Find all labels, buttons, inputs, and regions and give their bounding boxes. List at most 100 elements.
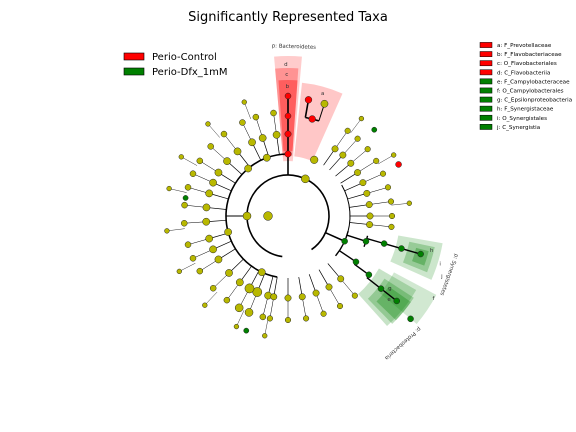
node-inner — [223, 157, 231, 165]
taxa-label-b: b: F_Flavobacteriaceae — [497, 52, 562, 58]
tree-branch — [346, 234, 367, 243]
taxa-swatch-h — [479, 105, 493, 112]
node-tip — [241, 99, 247, 105]
node-inner — [214, 168, 223, 177]
wedge-letter-h: h — [430, 248, 434, 254]
tree-branch — [377, 154, 394, 165]
wedge-proteobacteria — [379, 272, 437, 324]
taxa-label-a: a: F_Prevotellaceae — [497, 43, 552, 49]
taxa-swatch-i — [479, 114, 493, 121]
node-tip — [364, 146, 371, 153]
taxa-label-c: c: O_Flavobacteriales — [497, 61, 557, 67]
taxa-swatch-e — [479, 78, 493, 85]
node-inner — [209, 245, 217, 254]
node-branch — [310, 155, 319, 164]
node-branch — [257, 268, 266, 277]
node-tip — [388, 223, 395, 230]
node-tip — [178, 154, 184, 160]
node-tip — [388, 212, 396, 220]
tree-branch — [391, 203, 410, 206]
tree-branch — [264, 318, 269, 336]
tree-arc — [246, 174, 330, 258]
node-tip — [181, 201, 188, 209]
node-inner — [331, 145, 339, 153]
node-tip — [189, 255, 197, 262]
node-tip — [196, 157, 204, 165]
node-prevotellaceae — [308, 115, 316, 123]
node-flavobacteriia — [284, 150, 292, 158]
node-tip — [379, 170, 387, 177]
wedge-flavobacteriales — [275, 68, 299, 157]
node-tip — [320, 310, 327, 317]
node-inner — [244, 283, 255, 294]
tree-branch — [334, 130, 348, 149]
node-tip — [384, 184, 392, 191]
node-branch — [244, 164, 252, 173]
node-inner — [366, 221, 374, 229]
node-inner — [214, 255, 223, 264]
legend-label-perio-control: Perio-Control — [152, 52, 217, 63]
node-campylobacter-sp — [407, 315, 414, 323]
taxa-label-d: d: C_Flavobacteriia — [497, 70, 550, 76]
node-inner — [339, 151, 347, 159]
tree-branch — [181, 156, 198, 166]
node-tip — [358, 115, 365, 122]
node-inner — [205, 234, 214, 243]
node-inner — [325, 283, 333, 291]
node-flavobacteriales — [284, 130, 292, 138]
tree-branch — [342, 138, 358, 156]
tree-arc — [341, 184, 351, 240]
node-inner — [272, 130, 281, 139]
node-synergistia — [362, 238, 370, 245]
node-inner — [225, 269, 233, 277]
tree-branch — [357, 160, 377, 173]
node-inner — [205, 189, 214, 198]
node-inner — [347, 159, 355, 167]
taxa-label-g: g: C_Epsilonproteobacteria — [497, 98, 572, 104]
node-synergistaceae — [398, 245, 405, 252]
clade-label-proteobacteria: p: Proteobacteria — [383, 325, 421, 360]
node-inner — [233, 147, 242, 156]
taxa-swatch-g — [479, 96, 493, 103]
wedge-letter-g: g — [388, 286, 392, 292]
node-tip — [354, 135, 361, 142]
tree-branch — [315, 292, 324, 314]
node-inner — [235, 278, 244, 287]
taxa-swatch-b — [479, 51, 493, 57]
tree-branch — [380, 288, 398, 302]
node-prevotella-sp — [320, 99, 329, 108]
tree-branch — [401, 247, 421, 255]
tree-branch — [236, 310, 245, 327]
node-tip — [166, 185, 172, 192]
taxa-label-f: f: O_Campylobacterales — [497, 89, 564, 95]
wedge-letter-e: e — [387, 297, 391, 303]
tree-branch — [369, 201, 392, 205]
figure-title: Significantly Represented Taxa — [188, 10, 388, 25]
node-tip — [391, 152, 397, 158]
node-tip — [234, 303, 244, 313]
node-dfx-tip — [243, 327, 250, 334]
tree-branch — [366, 187, 389, 194]
node-dfx-tip — [182, 195, 189, 201]
node-inner — [270, 293, 278, 301]
node-inner — [359, 179, 367, 187]
node-tip — [270, 109, 277, 117]
node-tip — [344, 127, 351, 134]
node-tip — [262, 333, 268, 339]
tree-branch — [350, 118, 362, 134]
node-campylobacterales — [365, 271, 373, 279]
node-inner — [248, 138, 256, 147]
legend-label-perio-dfx: Perio-Dfx_1mM — [152, 67, 228, 78]
node-synergistales — [380, 240, 388, 247]
node-branch — [242, 211, 252, 221]
taxa-label-i: i: O_Synergistales — [497, 116, 547, 122]
tree-branch — [350, 148, 368, 164]
node-tip — [220, 130, 228, 138]
node-flavobacterium — [284, 92, 292, 100]
tree-arc — [225, 153, 289, 278]
node-prevotella — [304, 96, 313, 104]
node-synergistetes-genus — [417, 250, 424, 258]
clade-highlights — [274, 55, 443, 326]
